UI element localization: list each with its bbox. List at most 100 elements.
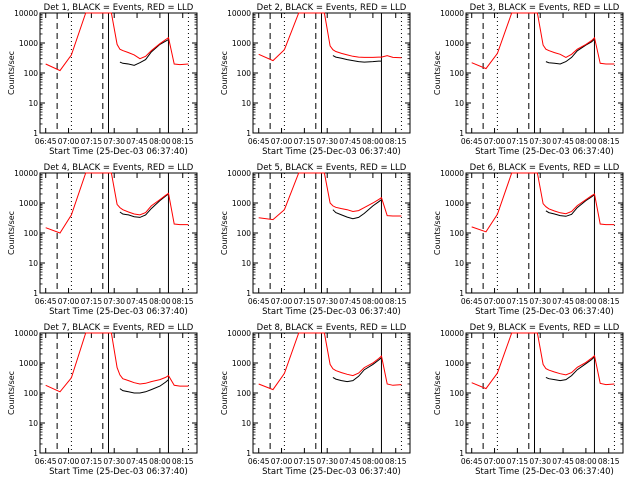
- series-line-lld: [45, 172, 189, 234]
- x-tick-label: 07:45: [339, 137, 361, 146]
- x-axis-label: Start Time (25-Dec-03 06:37:40): [262, 147, 401, 157]
- plot-frame: [252, 12, 411, 134]
- y-tick-label: 1000: [19, 39, 38, 48]
- plot-frame: [39, 12, 198, 134]
- x-tick-label: 07:15: [507, 297, 529, 306]
- x-tick-label: 08:15: [598, 297, 620, 306]
- chart-title: Det 1, BLACK = Events, RED = LLD: [44, 3, 194, 13]
- x-tick-label: 08:15: [385, 137, 407, 146]
- y-tick-label: 10000: [227, 329, 251, 338]
- x-tick-label: 07:15: [507, 137, 529, 146]
- x-tick-label: 07:00: [484, 137, 506, 146]
- y-tick-label: 10000: [440, 329, 464, 338]
- series-line-lld: [471, 332, 615, 390]
- y-tick-label: 100: [450, 389, 465, 398]
- x-tick-label: 08:00: [149, 137, 171, 146]
- series-line-events: [119, 39, 169, 66]
- series-line-events: [332, 199, 382, 220]
- chart-title: Det 5, BLACK = Events, RED = LLD: [257, 163, 407, 173]
- x-tick-label: 06:45: [248, 297, 270, 306]
- series-line-events: [119, 193, 169, 218]
- x-tick-label: 07:15: [294, 297, 316, 306]
- y-tick-label: 10: [28, 419, 38, 428]
- plot-frame: [252, 172, 411, 294]
- x-tick-label: 08:00: [362, 297, 384, 306]
- x-tick-label: 06:45: [461, 297, 483, 306]
- plot-frame: [465, 12, 624, 134]
- y-tick-label: 100: [450, 229, 465, 238]
- y-tick-label: 1: [33, 449, 38, 458]
- x-tick-label: 07:45: [126, 297, 148, 306]
- y-tick-label: 100: [450, 69, 465, 78]
- chart-title: Det 2, BLACK = Events, RED = LLD: [257, 3, 407, 13]
- chart-panel-1: Det 1, BLACK = Events, RED = LLD 1 10 100 10…: [7, 3, 198, 157]
- x-tick-label: 07:15: [294, 137, 316, 146]
- x-tick-label: 07:45: [552, 137, 574, 146]
- chart-title: Det 6, BLACK = Events, RED = LLD: [470, 163, 620, 173]
- y-tick-label: 10: [241, 99, 251, 108]
- x-tick-label: 07:00: [58, 137, 80, 146]
- x-axis-label: Start Time (25-Dec-03 06:37:40): [49, 307, 188, 317]
- y-tick-label: 10000: [227, 169, 251, 178]
- x-tick-label: 06:45: [35, 137, 57, 146]
- x-tick-label: 07:00: [58, 457, 80, 466]
- x-tick-label: 08:15: [385, 297, 407, 306]
- x-tick-label: 07:45: [126, 457, 148, 466]
- x-tick-label: 07:00: [484, 297, 506, 306]
- x-tick-label: 07:00: [484, 457, 506, 466]
- x-tick-label: 07:45: [339, 457, 361, 466]
- y-tick-label: 10: [454, 419, 464, 428]
- y-tick-label: 100: [237, 389, 252, 398]
- x-tick-label: 06:45: [461, 137, 483, 146]
- chart-panel-6: Det 6, BLACK = Events, RED = LLD 1 10 100 10…: [433, 163, 624, 317]
- x-tick-label: 08:15: [172, 457, 194, 466]
- plot-frame: [465, 172, 624, 294]
- y-tick-label: 100: [24, 69, 39, 78]
- x-tick-label: 07:30: [103, 297, 125, 306]
- chart-title: Det 7, BLACK = Events, RED = LLD: [44, 323, 194, 333]
- x-tick-label: 07:00: [271, 457, 293, 466]
- y-axis-label: Counts/sec: [7, 371, 16, 415]
- y-tick-label: 1: [33, 289, 38, 298]
- x-tick-label: 08:15: [172, 137, 194, 146]
- y-tick-label: 1: [246, 129, 251, 138]
- chart-panel-9: Det 9, BLACK = Events, RED = LLD 1 10 100 10…: [433, 323, 624, 477]
- x-tick-label: 08:00: [575, 457, 597, 466]
- series-line-events: [545, 356, 595, 382]
- x-axis-label: Start Time (25-Dec-03 06:37:40): [475, 147, 614, 157]
- y-tick-label: 1000: [445, 199, 464, 208]
- y-tick-label: 100: [24, 229, 39, 238]
- y-axis-label: Counts/sec: [7, 51, 16, 95]
- x-tick-label: 06:45: [248, 457, 270, 466]
- y-axis-label: Counts/sec: [433, 51, 442, 95]
- y-tick-label: 1: [246, 449, 251, 458]
- y-axis-label: Counts/sec: [7, 211, 16, 255]
- plot-frame: [39, 332, 198, 454]
- plot-frame: [39, 172, 198, 294]
- chart-panel-2: Det 2, BLACK = Events, RED = LLD 1 10 100 10…: [220, 3, 411, 157]
- chart-title: Det 4, BLACK = Events, RED = LLD: [44, 163, 194, 173]
- series-line-events: [332, 55, 382, 63]
- y-axis-label: Counts/sec: [220, 371, 229, 415]
- chart-title: Det 8, BLACK = Events, RED = LLD: [257, 323, 407, 333]
- y-tick-label: 100: [237, 69, 252, 78]
- series-line-lld: [45, 332, 189, 393]
- y-tick-label: 10000: [440, 9, 464, 18]
- x-axis-label: Start Time (25-Dec-03 06:37:40): [475, 307, 614, 317]
- y-tick-label: 1000: [232, 199, 251, 208]
- x-tick-label: 07:15: [81, 297, 103, 306]
- x-tick-label: 07:30: [316, 137, 338, 146]
- x-tick-label: 07:45: [339, 297, 361, 306]
- y-tick-label: 1000: [232, 359, 251, 368]
- y-tick-label: 1000: [232, 39, 251, 48]
- x-tick-label: 07:15: [81, 137, 103, 146]
- y-tick-label: 1: [459, 289, 464, 298]
- y-tick-label: 10: [454, 259, 464, 268]
- x-tick-label: 08:15: [598, 137, 620, 146]
- x-tick-label: 07:30: [103, 137, 125, 146]
- x-tick-label: 06:45: [35, 457, 57, 466]
- y-tick-label: 1: [33, 129, 38, 138]
- y-axis-label: Counts/sec: [220, 211, 229, 255]
- x-axis-label: Start Time (25-Dec-03 06:37:40): [262, 467, 401, 477]
- x-tick-label: 07:45: [552, 297, 574, 306]
